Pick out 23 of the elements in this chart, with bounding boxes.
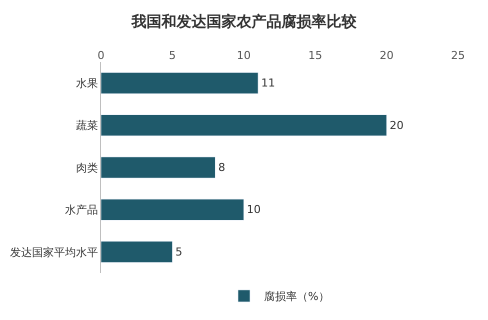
data-label: 20 bbox=[390, 118, 404, 132]
data-label: 8 bbox=[218, 161, 226, 174]
x-tick-label: 0 bbox=[98, 48, 104, 62]
bar bbox=[101, 241, 173, 263]
x-tick-label: 5 bbox=[168, 48, 176, 62]
x-tick-label: 10 bbox=[236, 48, 251, 62]
y-tick-label: 水产品 bbox=[64, 204, 98, 217]
x-tick-label: 15 bbox=[308, 48, 322, 62]
y-tick-label: 水果 bbox=[76, 76, 98, 90]
data-label: 10 bbox=[246, 203, 261, 216]
y-tick-label: 蔬菜 bbox=[76, 119, 98, 132]
bar bbox=[101, 114, 387, 136]
bar bbox=[101, 156, 216, 178]
y-tick-label: 发达国家平均水平 bbox=[10, 246, 98, 259]
chart-title: 我国和发达国家农产品腐损率比较 bbox=[130, 12, 358, 30]
x-tick-label: 20 bbox=[380, 48, 394, 62]
bar bbox=[101, 72, 258, 94]
legend-label: 腐损率（%） bbox=[264, 290, 330, 304]
y-tick-label: 肉类 bbox=[76, 161, 98, 174]
bar bbox=[101, 198, 244, 220]
x-tick-label: 25 bbox=[451, 48, 465, 62]
data-label: 11 bbox=[261, 76, 276, 90]
data-label: 5 bbox=[175, 245, 182, 258]
